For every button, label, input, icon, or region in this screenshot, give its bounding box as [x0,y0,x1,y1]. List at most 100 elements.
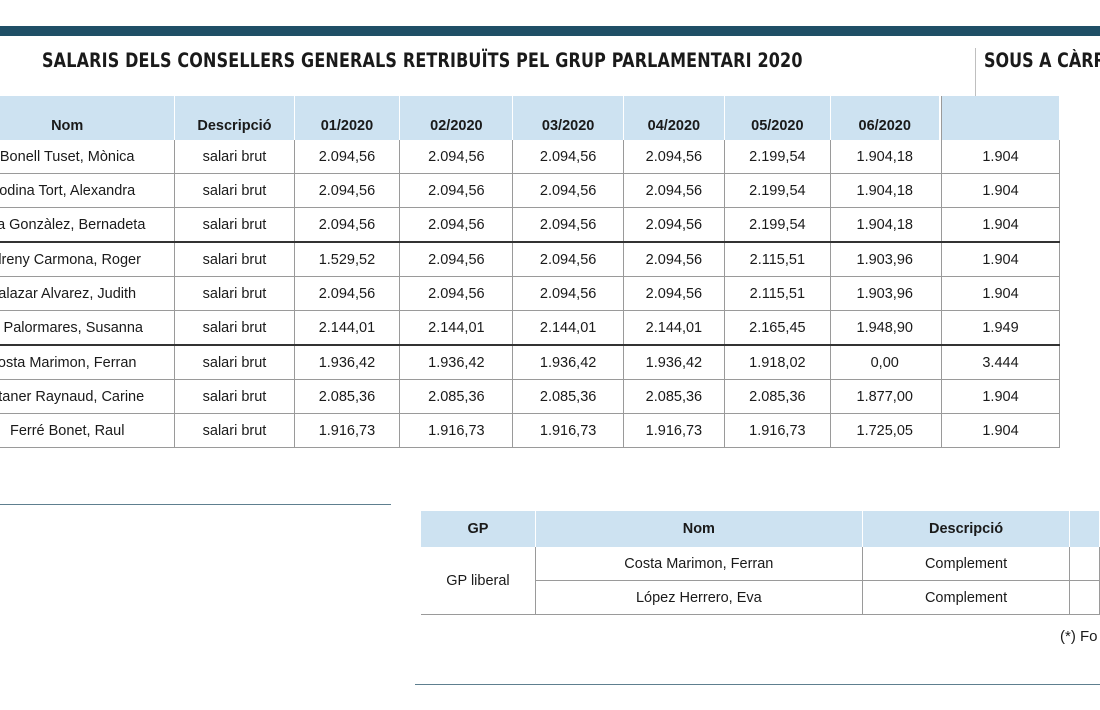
value-cell: 1.916,73 [724,413,831,448]
name-cell: a Palormares, Susanna [0,310,176,346]
header-nom: Nom [0,96,176,140]
value-cell: 1.904,18 [830,173,939,208]
gp-table: GP Nom Descripció GP liberal Costa Marim… [421,511,1100,615]
side-value-cell: 1.904 [941,413,1060,448]
value-cell: 2.094,56 [623,276,725,311]
salary-row: ntaner Raynaud, Carine salari brut 2.085,3… [0,379,1060,414]
gp-header-gp: GP [421,511,536,547]
value-cell: 1.916,73 [399,413,514,448]
description-cell: salari brut [174,379,295,414]
side-value-cell: 1.904 [941,140,1060,174]
description-cell: salari brut [174,276,295,311]
value-cell: 2.094,56 [623,140,725,174]
value-cell: 2.094,56 [294,207,401,243]
value-cell: 2.094,56 [512,173,624,208]
gp-header-extra [1069,511,1100,547]
header-side [941,96,1060,140]
description-cell: salari brut [174,207,295,243]
value-cell: 2.144,01 [623,310,725,346]
name-cell: alazar Alvarez, Judith [0,276,176,311]
gp-extra-cell [1069,547,1100,581]
value-cell: 2.094,56 [399,140,514,174]
gp-header-descripcio: Descripció [862,511,1071,547]
gap-cell [938,345,942,380]
name-cell: na Gonzàlez, Bernadeta [0,207,176,243]
name-cell: Ferré Bonet, Raul [0,413,176,448]
value-cell: 2.094,56 [623,173,725,208]
side-value-cell: 3.444 [941,345,1060,380]
value-cell: 2.165,45 [724,310,831,346]
value-cell: 1.918,02 [724,345,831,380]
gp-desc-cell: Complement [862,547,1071,581]
gp-extra-cell [1069,580,1100,615]
gap-cell [938,173,942,208]
side-value-cell: 1.904 [941,242,1060,277]
gap-cell [938,207,942,243]
value-cell: 0,00 [830,345,939,380]
name-cell: odina Tort, Alexandra [0,173,176,208]
footnote: (*) Fo [1060,628,1098,645]
value-cell: 1.948,90 [830,310,939,346]
side-value-cell: 1.904 [941,207,1060,243]
side-value-cell: 1.904 [941,173,1060,208]
value-cell: 1.916,73 [294,413,401,448]
value-cell: 2.199,54 [724,173,831,208]
value-cell: 2.094,56 [294,173,401,208]
header-month-03: 03/2020 [512,96,624,140]
header-month-05: 05/2020 [724,96,831,140]
divider-line [0,504,391,505]
gp-name-cell: Costa Marimon, Ferran [535,547,863,581]
gp-name-cell: López Herrero, Eva [535,580,863,615]
value-cell: 2.094,56 [399,242,514,277]
value-cell: 2.094,56 [294,140,401,174]
header-gap [938,96,942,140]
header-month-04: 04/2020 [623,96,725,140]
value-cell: 2.094,56 [399,276,514,311]
value-cell: 1.903,96 [830,276,939,311]
value-cell: 1.877,00 [830,379,939,414]
value-cell: 2.085,36 [399,379,514,414]
gap-cell [938,310,942,346]
value-cell: 2.144,01 [399,310,514,346]
header-month-02: 02/2020 [399,96,514,140]
description-cell: salari brut [174,345,295,380]
name-cell: dreny Carmona, Roger [0,242,176,277]
description-cell: salari brut [174,413,295,448]
value-cell: 1.529,52 [294,242,401,277]
gp-group-cell: GP liberal [421,547,536,615]
value-cell: 2.094,56 [512,276,624,311]
description-cell: salari brut [174,242,295,277]
side-table-title: SOUS A CÀRR [984,49,1100,72]
header-month-06: 06/2020 [830,96,939,140]
salary-header-row: Nom Descripció 01/2020 02/2020 03/2020 0… [0,96,1060,140]
value-cell: 1.903,96 [830,242,939,277]
description-cell: salari brut [174,173,295,208]
gap-cell [938,413,942,448]
gap-cell [938,379,942,414]
side-value-cell: 1.904 [941,276,1060,311]
bottom-divider-line [415,684,1100,685]
gp-row: GP liberal Costa Marimon, Ferran Complem… [421,547,1100,615]
name-cell: ntaner Raynaud, Carine [0,379,176,414]
side-value-cell: 1.949 [941,310,1060,346]
description-cell: salari brut [174,140,295,174]
value-cell: 1.916,73 [512,413,624,448]
value-cell: 1.904,18 [830,207,939,243]
name-cell: Bonell Tuset, Mònica [0,140,176,174]
value-cell: 2.115,51 [724,276,831,311]
gap-cell [938,140,942,174]
value-cell: 1.936,42 [623,345,725,380]
salary-row: Ferré Bonet, Raul salari brut 1.916,73 1.91… [0,413,1060,448]
salary-row: Bonell Tuset, Mònica salari brut 2.094,56 2… [0,140,1060,174]
value-cell: 2.094,56 [623,242,725,277]
name-cell: osta Marimon, Ferran [0,345,176,380]
value-cell: 1.936,42 [512,345,624,380]
value-cell: 2.085,36 [623,379,725,414]
table-title: SALARIS DELS CONSELLERS GENERALS RETRIBU… [42,49,803,72]
value-cell: 2.094,56 [512,140,624,174]
value-cell: 2.144,01 [294,310,401,346]
value-cell: 1.936,42 [399,345,514,380]
header-descripcio: Descripció [174,96,295,140]
value-cell: 1.936,42 [294,345,401,380]
gap-cell [938,276,942,311]
